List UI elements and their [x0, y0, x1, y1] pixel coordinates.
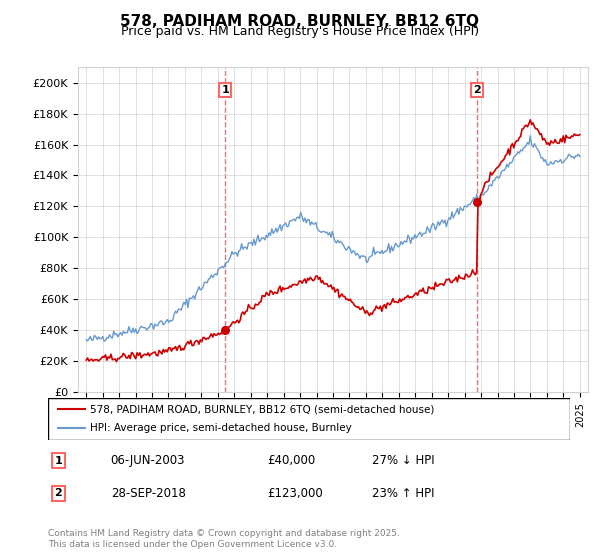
Text: 23% ↑ HPI: 23% ↑ HPI — [371, 487, 434, 500]
Text: Contains HM Land Registry data © Crown copyright and database right 2025.
This d: Contains HM Land Registry data © Crown c… — [48, 529, 400, 549]
Text: 27% ↓ HPI: 27% ↓ HPI — [371, 454, 434, 467]
Text: £123,000: £123,000 — [267, 487, 323, 500]
Text: 28-SEP-2018: 28-SEP-2018 — [110, 487, 185, 500]
Text: 1: 1 — [55, 456, 62, 465]
Text: £40,000: £40,000 — [267, 454, 316, 467]
Text: 578, PADIHAM ROAD, BURNLEY, BB12 6TQ (semi-detached house): 578, PADIHAM ROAD, BURNLEY, BB12 6TQ (se… — [90, 404, 434, 414]
Text: 1: 1 — [221, 85, 229, 95]
Text: 06-JUN-2003: 06-JUN-2003 — [110, 454, 185, 467]
Point — [220, 326, 230, 335]
Text: 578, PADIHAM ROAD, BURNLEY, BB12 6TQ: 578, PADIHAM ROAD, BURNLEY, BB12 6TQ — [121, 14, 479, 29]
Point — [472, 197, 482, 206]
Text: 2: 2 — [55, 488, 62, 498]
Text: Price paid vs. HM Land Registry's House Price Index (HPI): Price paid vs. HM Land Registry's House … — [121, 25, 479, 38]
Text: HPI: Average price, semi-detached house, Burnley: HPI: Average price, semi-detached house,… — [90, 423, 352, 433]
FancyBboxPatch shape — [48, 398, 570, 440]
Text: 2: 2 — [473, 85, 481, 95]
